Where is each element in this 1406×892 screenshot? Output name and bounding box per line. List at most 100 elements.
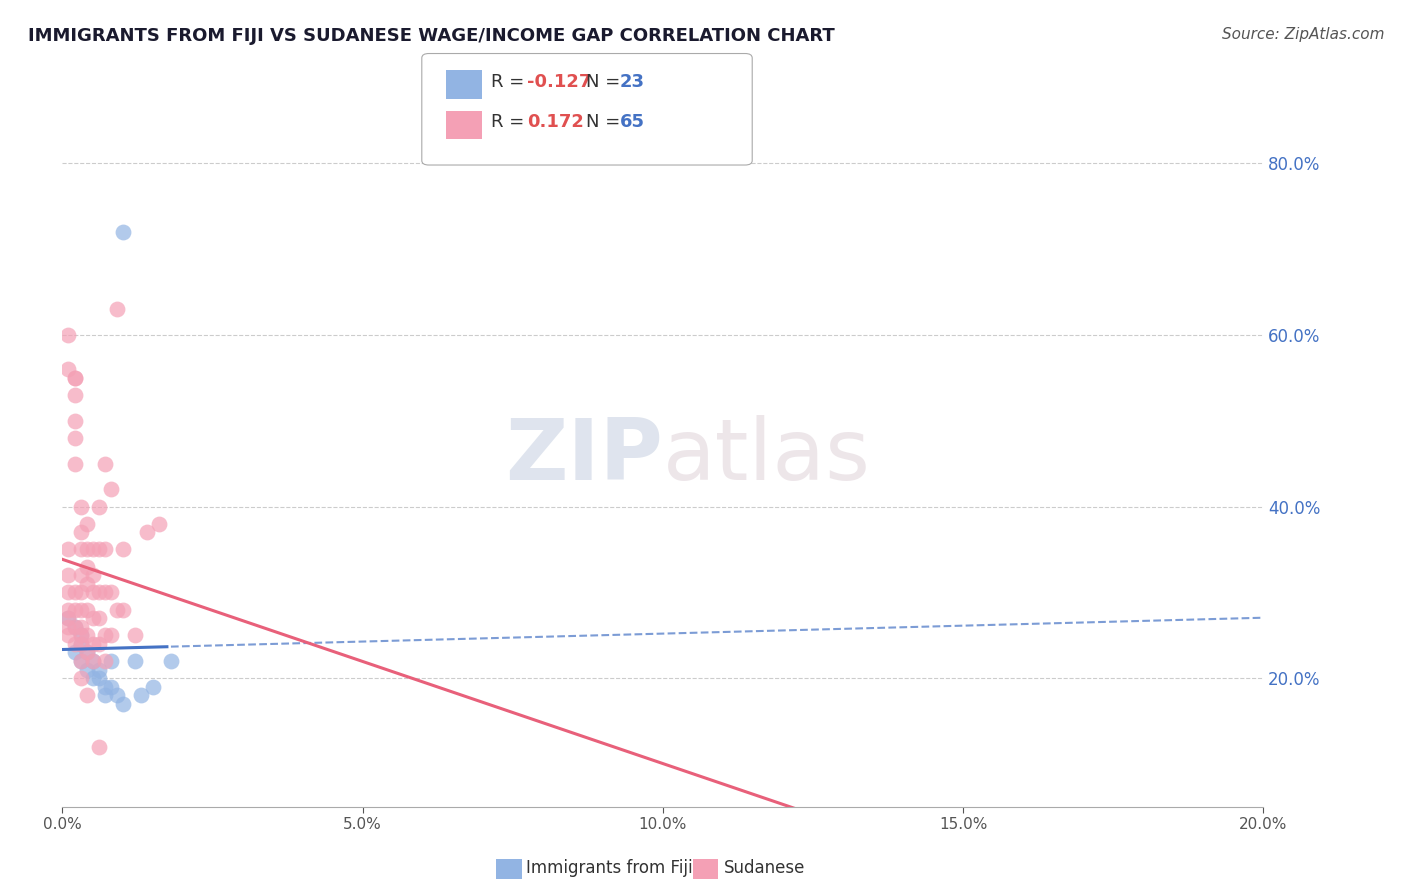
Text: atlas: atlas — [662, 416, 870, 499]
Point — [93, 542, 115, 557]
Point — [69, 542, 91, 557]
Text: Source: ZipAtlas.com: Source: ZipAtlas.com — [1222, 27, 1385, 42]
Point — [58, 611, 80, 625]
Point — [93, 628, 115, 642]
Point — [69, 620, 91, 634]
Point — [63, 620, 86, 634]
Point — [69, 602, 91, 616]
Text: N =: N = — [586, 72, 626, 90]
Point — [63, 371, 86, 385]
Point — [87, 585, 110, 599]
Point — [82, 611, 104, 625]
Text: Sudanese: Sudanese — [724, 859, 806, 877]
Point — [63, 585, 86, 599]
Point — [93, 457, 115, 471]
Point — [76, 663, 98, 677]
Point — [76, 628, 98, 642]
Point — [69, 654, 91, 668]
Point — [111, 542, 134, 557]
Point — [100, 483, 122, 497]
Point — [82, 568, 104, 582]
Point — [58, 362, 80, 376]
Text: 23: 23 — [620, 72, 645, 90]
Text: IMMIGRANTS FROM FIJI VS SUDANESE WAGE/INCOME GAP CORRELATION CHART: IMMIGRANTS FROM FIJI VS SUDANESE WAGE/IN… — [28, 27, 835, 45]
Text: 65: 65 — [620, 112, 645, 130]
Point — [129, 689, 152, 703]
Point — [93, 680, 115, 694]
Point — [69, 500, 91, 514]
Point — [63, 457, 86, 471]
Text: ZIP: ZIP — [505, 416, 662, 499]
Point — [159, 654, 181, 668]
Text: Immigrants from Fiji: Immigrants from Fiji — [526, 859, 693, 877]
Point — [63, 645, 86, 659]
Text: 0.172: 0.172 — [527, 112, 583, 130]
Point — [58, 542, 80, 557]
Point — [69, 525, 91, 540]
Point — [82, 585, 104, 599]
Point — [82, 637, 104, 651]
Point — [100, 585, 122, 599]
Point — [82, 542, 104, 557]
Point — [63, 620, 86, 634]
Point — [87, 542, 110, 557]
Text: R =: R = — [491, 72, 530, 90]
Point — [100, 654, 122, 668]
Point — [76, 689, 98, 703]
Point — [58, 620, 80, 634]
Text: R =: R = — [491, 112, 530, 130]
Point — [87, 500, 110, 514]
Point — [82, 671, 104, 685]
Point — [69, 637, 91, 651]
Point — [58, 611, 80, 625]
Point — [76, 645, 98, 659]
Point — [105, 689, 128, 703]
Point — [69, 585, 91, 599]
Point — [76, 577, 98, 591]
Point — [82, 654, 104, 668]
Point — [148, 516, 170, 531]
Point — [100, 628, 122, 642]
Point — [58, 327, 80, 342]
Point — [124, 628, 146, 642]
Point — [105, 602, 128, 616]
Point — [111, 697, 134, 711]
Point — [76, 559, 98, 574]
Point — [63, 388, 86, 402]
Point — [69, 637, 91, 651]
Point — [58, 602, 80, 616]
Point — [100, 680, 122, 694]
Point — [105, 302, 128, 317]
Point — [93, 689, 115, 703]
Point — [58, 568, 80, 582]
Point — [87, 663, 110, 677]
Text: -0.127: -0.127 — [527, 72, 592, 90]
Point — [93, 654, 115, 668]
Point — [87, 637, 110, 651]
Point — [69, 654, 91, 668]
Point — [76, 602, 98, 616]
Point — [76, 645, 98, 659]
Point — [58, 585, 80, 599]
Point — [58, 628, 80, 642]
Point — [135, 525, 157, 540]
Point — [63, 637, 86, 651]
Point — [69, 628, 91, 642]
Point — [63, 431, 86, 445]
Point — [87, 671, 110, 685]
Point — [76, 516, 98, 531]
Text: N =: N = — [586, 112, 626, 130]
Point — [142, 680, 165, 694]
Point — [69, 568, 91, 582]
Point — [111, 225, 134, 239]
Point — [124, 654, 146, 668]
Point — [82, 654, 104, 668]
Point — [69, 628, 91, 642]
Point — [87, 739, 110, 754]
Point — [111, 602, 134, 616]
Point — [63, 414, 86, 428]
Point — [63, 602, 86, 616]
Point — [63, 371, 86, 385]
Point — [69, 671, 91, 685]
Point — [76, 542, 98, 557]
